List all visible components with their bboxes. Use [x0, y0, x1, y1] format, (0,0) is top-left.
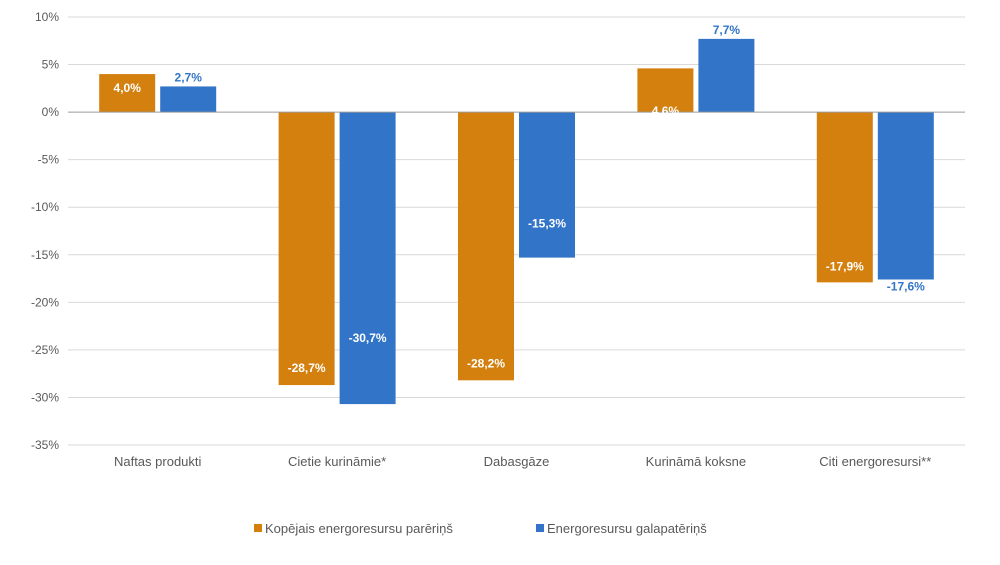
x-category-label: Kurināmā koksne [646, 454, 746, 469]
y-tick-label: -15% [31, 248, 59, 262]
bar-primary-4 [816, 112, 873, 283]
legend: Kopējais energoresursu parēriņš Energores… [254, 521, 707, 536]
data-label: -17,9% [826, 259, 864, 273]
bar-final-3 [698, 38, 755, 113]
y-tick-label: -25% [31, 343, 59, 357]
bar-final-1 [339, 112, 396, 405]
legend-label: Energoresursu galapatēriņš [547, 521, 707, 536]
bar-final-0 [160, 86, 217, 113]
y-tick-label: -10% [31, 200, 59, 214]
legend-label: Kopējais energoresursu parēriņš [265, 521, 453, 536]
data-label: 4,6% [652, 104, 680, 118]
x-category-label: Dabasgāze [484, 454, 550, 469]
y-axis-ticks: 10% 5% 0% -5% -10% -15% -20% -25% -30% -35% [31, 10, 59, 452]
gridlines [68, 16, 965, 446]
y-tick-label: 0% [42, 105, 60, 119]
bar-primary-0 [99, 74, 156, 113]
data-label: -28,2% [467, 356, 505, 370]
bar-final-2 [519, 112, 575, 258]
bar-primary-3 [637, 68, 694, 113]
bar-primary-2 [458, 112, 514, 381]
data-label: -17,6% [887, 280, 925, 294]
y-tick-label: -5% [38, 153, 60, 167]
x-category-label: Cietie kurināmie* [288, 454, 386, 469]
bars [99, 38, 934, 405]
y-tick-label: -35% [31, 438, 59, 452]
x-category-label: Naftas produkti [114, 454, 202, 469]
x-axis-categories: Naftas produkti Cietie kurināmie* Dabasgāz… [114, 454, 931, 469]
data-label: 4,0% [114, 81, 142, 95]
legend-swatch [536, 524, 544, 532]
data-label: -15,3% [528, 217, 566, 231]
data-label: -30,7% [349, 331, 387, 345]
y-tick-label: 5% [42, 58, 60, 72]
data-label: 2,7% [175, 70, 203, 84]
x-category-label: Citi energoresursi** [819, 454, 931, 469]
data-label: 7,7% [713, 23, 741, 37]
data-label: -28,7% [288, 361, 326, 375]
data-labels: 4,0% 2,7% -28,7% -30,7% -28,2% -15,3% 4,6% 7,7%… [114, 23, 926, 375]
y-tick-label: -20% [31, 295, 59, 309]
bar-primary-1 [278, 112, 335, 386]
y-tick-label: 10% [35, 10, 59, 24]
legend-swatch [254, 524, 262, 532]
bar-final-4 [877, 112, 934, 280]
y-tick-label: -30% [31, 390, 59, 404]
